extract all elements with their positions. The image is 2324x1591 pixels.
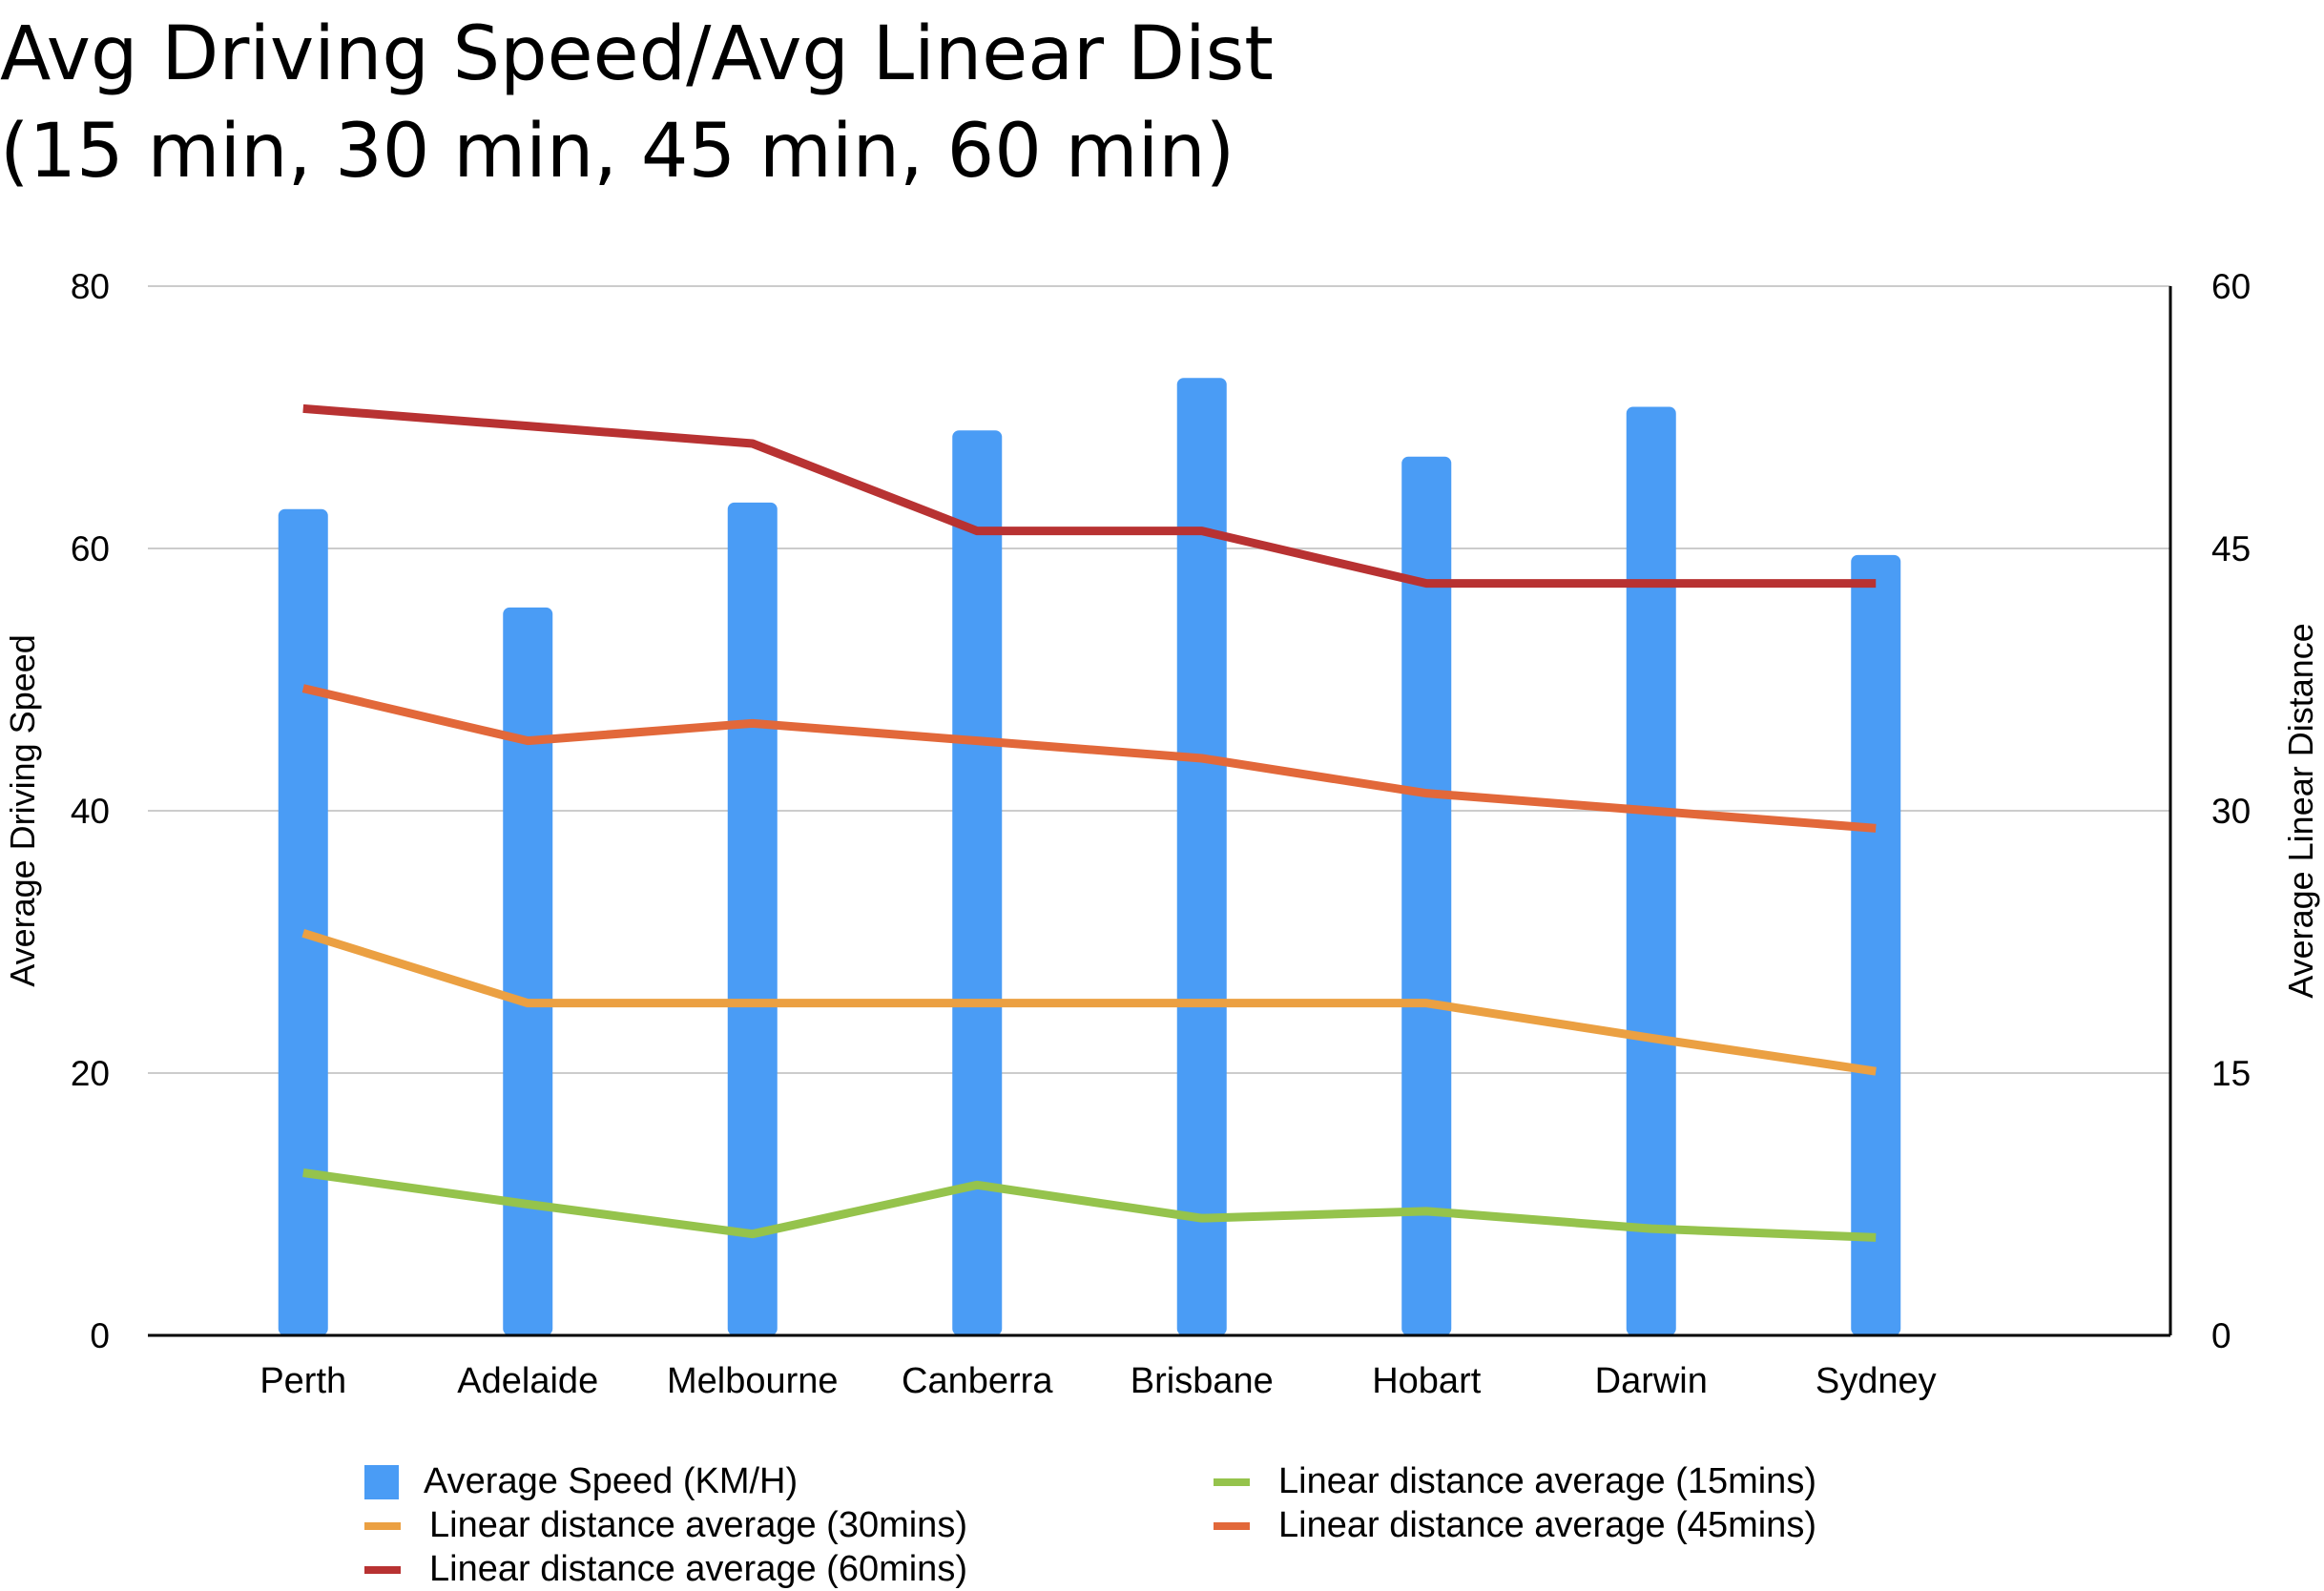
axis-labels: 0 20 40 60 80 0 15 30 45 60 Perth Adelaide Melbourne… (3, 267, 2320, 1401)
left-tick-label: 60 (71, 529, 110, 568)
line-15mins (302, 1168, 1877, 1242)
right-tick-label: 0 (2211, 1316, 2231, 1355)
left-tick-label: 20 (71, 1054, 110, 1093)
axes (148, 286, 2172, 1337)
category-label: Perth (259, 1361, 346, 1401)
line-60mins (302, 403, 1877, 589)
chart-title-line-1: Avg Driving Speed/Avg Linear Dist (0, 11, 1274, 97)
line-45mins (301, 684, 1877, 833)
bar-hobart (1401, 456, 1452, 1335)
chart-title: Avg Driving Speed/Avg Linear Dist (15 mi… (0, 6, 1274, 200)
bar-adelaide (503, 607, 553, 1335)
left-tick-label: 40 (71, 792, 110, 831)
category-label: Darwin (1595, 1361, 1708, 1401)
category-label: Sydney (1816, 1361, 1937, 1401)
category-label: Brisbane (1131, 1361, 1274, 1401)
bar-darwin (1626, 406, 1676, 1335)
category-label: Adelaide (457, 1361, 598, 1401)
distance-lines (301, 403, 1877, 1242)
right-tick-label: 60 (2211, 267, 2251, 306)
line-30mins (301, 929, 1877, 1076)
left-axis-title: Average Driving Speed (3, 634, 42, 987)
bar-brisbane (1176, 378, 1227, 1335)
category-label: Hobart (1372, 1361, 1481, 1401)
right-tick-label: 45 (2211, 529, 2251, 568)
chart-title-line-2: (15 min, 30 min, 45 min, 60 min) (0, 109, 1235, 195)
bar-melbourne (727, 502, 778, 1335)
bar-perth (278, 508, 328, 1335)
left-tick-label: 0 (90, 1316, 110, 1355)
category-label: Melbourne (667, 1361, 839, 1401)
right-tick-label: 30 (2211, 792, 2251, 831)
category-label: Canberra (902, 1361, 1053, 1401)
speed-bars (278, 378, 1901, 1335)
right-axis-title: Average Linear Distance (2281, 623, 2320, 999)
gridlines (148, 285, 2170, 1074)
left-tick-label: 80 (71, 267, 110, 306)
bar-canberra (952, 430, 1003, 1335)
right-tick-label: 15 (2211, 1054, 2251, 1093)
bar-sydney (1851, 554, 1901, 1335)
